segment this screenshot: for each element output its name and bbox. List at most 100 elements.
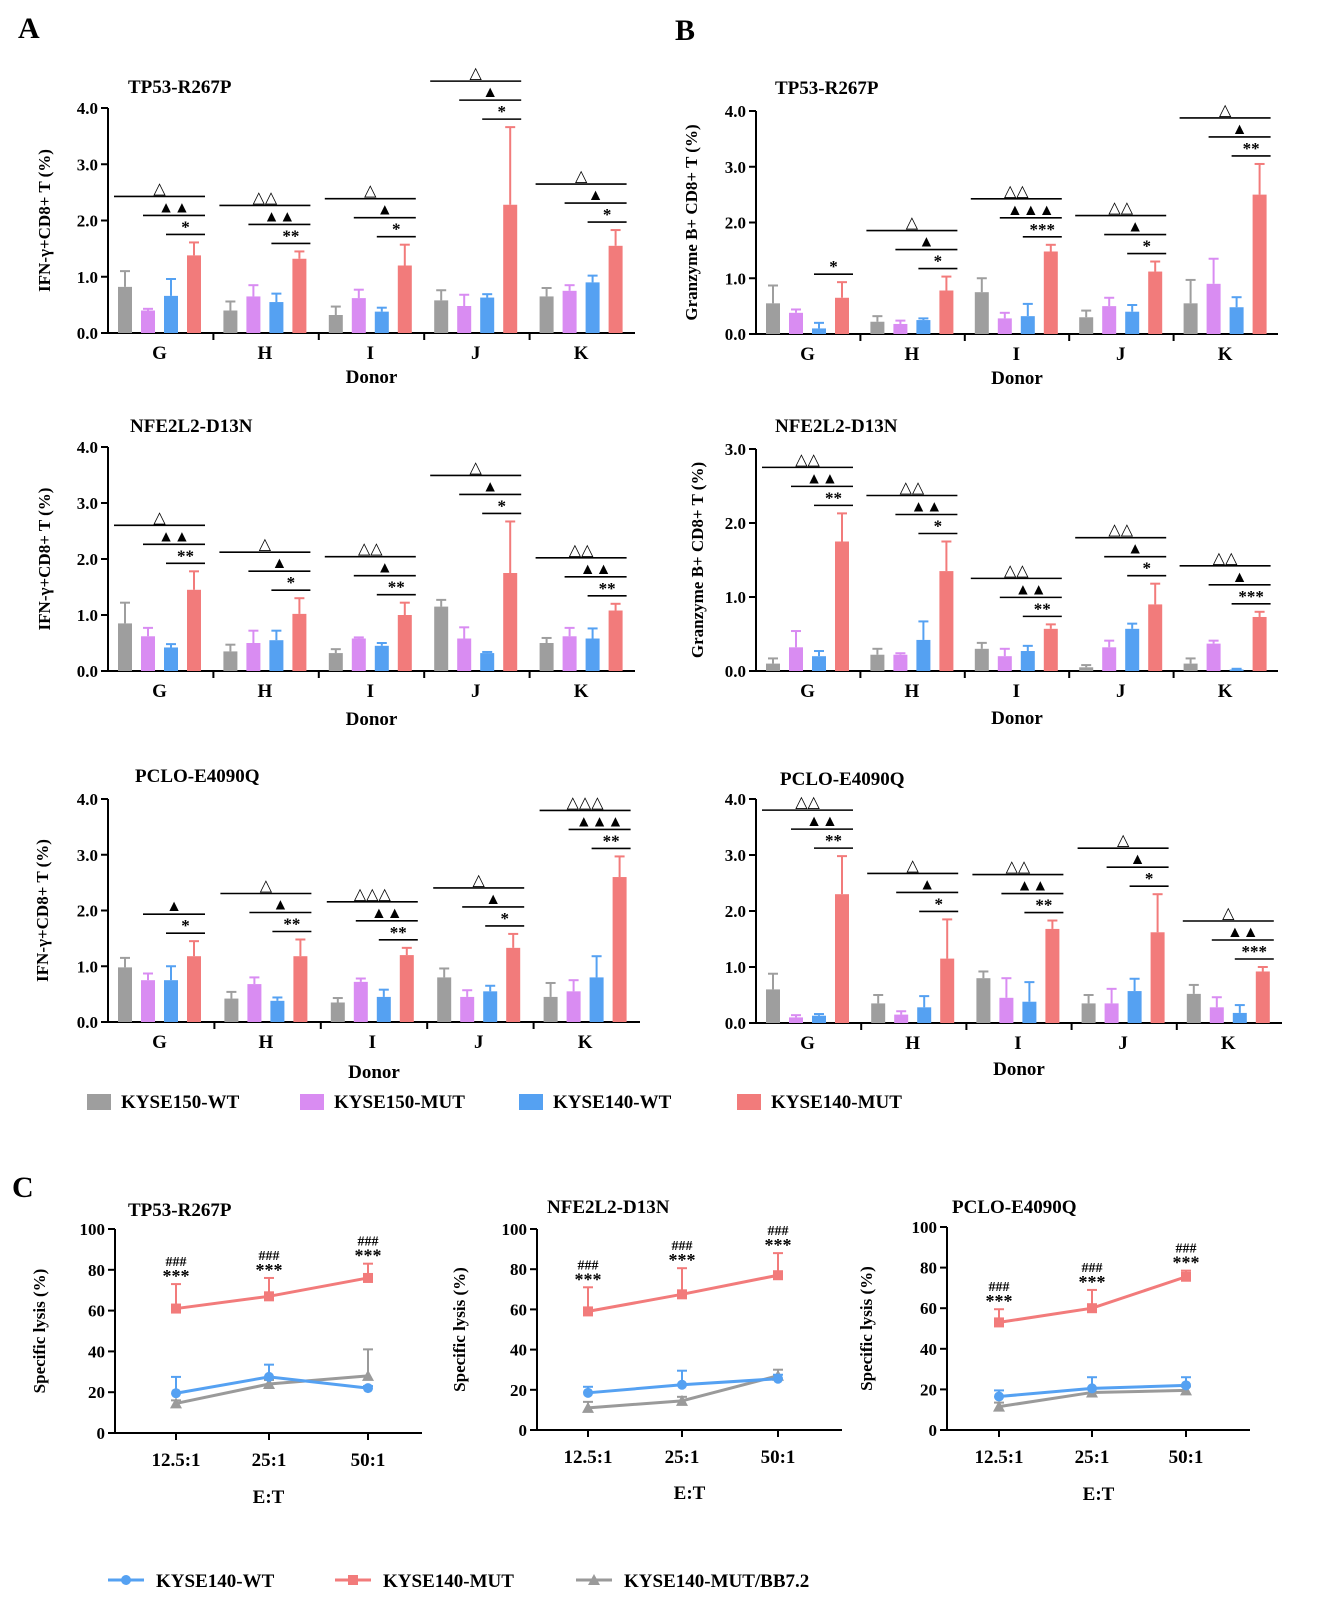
x-tick-label: 25:1 — [252, 1450, 287, 1471]
bar-kyse140-wt — [1125, 311, 1140, 334]
sig-mark-star: * — [500, 909, 509, 928]
legend-swatch — [519, 1094, 543, 1110]
y-tick-label: 20 — [510, 1381, 527, 1400]
bar-kyse150-wt — [539, 643, 554, 671]
bar-kyse150-mut — [457, 306, 472, 333]
point-marker — [171, 1303, 181, 1314]
sig-mark-hash: ### — [1082, 1261, 1103, 1276]
chart-title: TP53-R267P — [775, 78, 879, 99]
bar-kyse140-wt — [1229, 669, 1244, 671]
chart-title: PCLO-E4090Q — [952, 1197, 1077, 1218]
bar-kyse140-wt — [812, 656, 826, 671]
sig-mark-star: * — [1145, 869, 1154, 888]
point-marker — [583, 1387, 593, 1398]
x-tick-label: G — [152, 1032, 167, 1053]
sig-mark-hash: ### — [358, 1235, 379, 1250]
sig-mark-tri: △△ — [1004, 183, 1029, 200]
y-axis-label: Specific lysis (%) — [30, 1269, 49, 1394]
legend-label: KYSE140-MUT — [383, 1571, 514, 1592]
bar-kyse150-wt — [224, 998, 239, 1022]
sig-mark-star: * — [1142, 237, 1151, 256]
bar-kyse150-mut — [141, 636, 155, 671]
sig-mark-tri: △ — [1219, 102, 1232, 119]
bar-kyse150-wt — [766, 663, 780, 671]
sig-mark-solid: ▲▲ — [158, 528, 190, 545]
bar-kyse150-wt — [1183, 663, 1198, 671]
bar-kyse150-mut — [1209, 1007, 1224, 1023]
bar-kyse150-wt — [539, 296, 554, 333]
x-tick-label: 12.5:1 — [151, 1450, 200, 1471]
chart-title: TP53-R267P — [128, 77, 232, 98]
bar-kyse150-mut — [1104, 1003, 1119, 1023]
bar-kyse150-mut — [141, 310, 155, 333]
bar-kyse150-mut — [999, 997, 1014, 1023]
y-tick-label: 0 — [519, 1421, 528, 1440]
bar-kyse150-mut — [562, 636, 577, 671]
y-tick-label: 0.0 — [725, 325, 746, 344]
y-tick-label: 60 — [920, 1299, 937, 1318]
bar-kyse140-mut — [187, 255, 201, 333]
sig-mark-solid: ▲ — [377, 560, 393, 577]
sig-mark-star: *** — [669, 1250, 696, 1270]
bar-kyse140-mut — [1252, 194, 1267, 334]
x-tick-label: K — [1218, 344, 1233, 365]
y-tick-label: 2.0 — [77, 550, 98, 569]
bar-kyse140-wt — [917, 1007, 932, 1023]
bar-kyse150-mut — [893, 323, 908, 334]
y-tick-label: 2.0 — [77, 902, 98, 921]
bar-kyse140-wt — [164, 295, 178, 333]
point-marker — [676, 1394, 688, 1406]
sig-mark-star: ** — [599, 579, 616, 598]
sig-mark-tri: △△ — [795, 451, 820, 468]
bar-kyse150-wt — [1183, 303, 1198, 334]
sig-mark-star: ** — [388, 578, 405, 597]
bar-kyse140-mut — [835, 297, 849, 334]
bar-kyse140-wt — [164, 980, 178, 1022]
legend-label: KYSE150-MUT — [334, 1092, 465, 1113]
x-tick-label: 50:1 — [351, 1450, 386, 1471]
x-tick-label: G — [800, 681, 815, 702]
y-tick-label: 2.0 — [77, 212, 98, 231]
bar-kyse140-mut — [187, 956, 201, 1022]
x-tick-label: K — [574, 681, 589, 702]
point-marker — [171, 1388, 181, 1399]
legend-label: KYSE150-WT — [121, 1092, 240, 1113]
bar-kyse150-wt — [976, 978, 991, 1023]
bar-kyse140-wt — [1020, 316, 1035, 334]
x-tick-label: J — [1116, 681, 1126, 702]
x-tick-label: G — [800, 344, 815, 365]
bar-kyse140-wt — [585, 282, 600, 333]
sig-mark-tri: △△ — [253, 189, 278, 206]
y-tick-label: 0 — [929, 1421, 938, 1440]
bar-kyse140-mut — [1150, 932, 1165, 1023]
x-tick-label: H — [258, 681, 273, 702]
y-axis-label: Granzyme B+ CD8+ T (%) — [688, 462, 707, 658]
sig-mark-tri: △ — [153, 509, 166, 526]
sig-mark-tri: △△ — [1213, 550, 1238, 567]
sig-mark-star: ** — [177, 546, 194, 565]
x-axis-label: Donor — [348, 1062, 400, 1083]
legend-label: KYSE140-MUT — [771, 1092, 902, 1113]
x-axis-label: Donor — [991, 368, 1043, 389]
bar-kyse140-wt — [1020, 651, 1035, 671]
bar-kyse140-wt — [480, 653, 495, 671]
bar-kyse140-mut — [1252, 616, 1267, 671]
bar-kyse150-wt — [223, 651, 238, 671]
bar-kyse150-wt — [766, 989, 780, 1023]
point-marker — [582, 1401, 594, 1413]
bar-kyse150-mut — [1102, 306, 1117, 334]
point-marker — [170, 1397, 182, 1409]
y-tick-label: 60 — [88, 1302, 105, 1321]
chart-b1: TP53-R267P 0.0 1.0 2.0 3.0 4.0 Granzyme B+ CD8… — [682, 78, 1278, 389]
bar-kyse140-wt — [916, 639, 931, 671]
sig-mark-hash: ### — [989, 1280, 1010, 1295]
sig-mark-tri: △ — [907, 857, 920, 874]
chart-c3: PCLO-E4090Q 0 20 40 60 80 100 Specific lysis (%… — [857, 1197, 1250, 1505]
y-tick-label: 40 — [510, 1341, 527, 1360]
y-tick-label: 80 — [88, 1261, 105, 1280]
sig-mark-tri: △ — [473, 872, 486, 889]
y-tick-label: 3.0 — [77, 155, 98, 174]
sig-mark-tri: △△ — [1108, 522, 1133, 539]
bar-kyse140-mut — [1043, 251, 1058, 334]
x-tick-label: I — [1013, 344, 1020, 365]
